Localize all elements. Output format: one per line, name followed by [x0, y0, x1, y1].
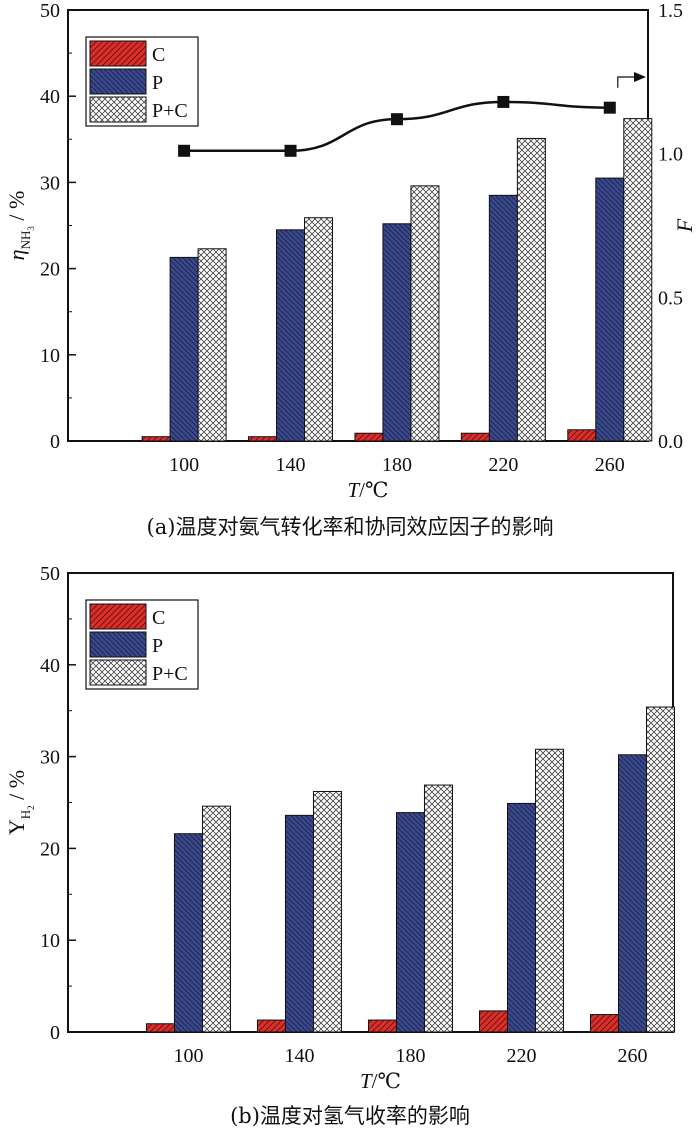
bar-c: [589, 1014, 619, 1033]
legend-swatch-c: [89, 603, 147, 630]
y-axis-label: YH2 / %: [4, 770, 36, 835]
f-series-line: [184, 100, 610, 153]
y-tick-label: 0: [50, 431, 60, 453]
caption-chart-b: (b)温度对氢气收率的影响: [230, 1104, 470, 1128]
bar-p: [395, 812, 425, 1033]
y-axis-label-unit: / %: [4, 770, 29, 805]
x-tick-label: 100: [173, 1045, 203, 1067]
x-axis-label: T/℃: [360, 1069, 401, 1093]
legend-label-c: C: [152, 607, 165, 629]
x-tick-label: 180: [382, 454, 412, 476]
bar-p: [617, 754, 647, 1033]
legend-swatch-p: [89, 631, 147, 658]
bar-c: [248, 436, 278, 442]
legend-swatch-p: [89, 68, 147, 95]
y-tick-label: 10: [40, 345, 60, 367]
chart-b: 0 10 20 30 40 50 100 140 180 220 260 CP P+C T/℃ YH2 / …: [4, 563, 675, 1093]
bar-pc: [197, 248, 227, 442]
bar-pc: [312, 790, 342, 1033]
caption-chart-a: (a)温度对氨气转化率和协同效应因子的影响: [146, 515, 554, 539]
f-series-point: [603, 101, 616, 114]
legend-swatch-pc: [89, 659, 147, 686]
legend-swatch-pc: [89, 96, 147, 123]
y-axis-label-sub: H: [18, 810, 33, 819]
bar-p: [284, 814, 314, 1033]
bar-c: [354, 432, 384, 442]
f-series-point: [390, 113, 403, 126]
y-tick-label: 40: [40, 655, 60, 677]
y-tick-label: 20: [40, 259, 60, 281]
bar-pc: [410, 185, 440, 442]
bar-c: [567, 429, 597, 442]
y-tick-label: 0: [50, 1022, 60, 1044]
axis-arrow-head: [634, 72, 646, 82]
y-tick-label: 20: [40, 838, 60, 860]
x-tick-label: 220: [488, 454, 518, 476]
y-axis-label-symbol: Y: [4, 819, 29, 835]
bar-c: [256, 1019, 286, 1033]
y-tick-label: 50: [40, 0, 60, 22]
legend-label-p: P: [152, 72, 163, 94]
bar-c: [460, 432, 490, 442]
y-tick-label: 30: [40, 172, 60, 194]
bar-pc: [645, 706, 675, 1033]
x-axis-label: T/℃: [347, 478, 388, 502]
x-tick-label: 220: [506, 1045, 536, 1067]
legend-label-pc: P+C: [152, 100, 188, 122]
y-tick-label: 10: [40, 930, 60, 952]
bar-c: [141, 436, 171, 442]
x-axis-label-unit: /℃: [372, 1069, 401, 1093]
y-axis-label-subsub: 2: [26, 805, 36, 810]
chart-a: 0 10 20 30 40 50 0.0 0.5 1.0 1.5 F 100 140 180 220 260 C…: [4, 0, 697, 502]
f-series-point: [497, 95, 510, 108]
x-tick-label: 140: [276, 454, 306, 476]
y-tick-label: 30: [40, 747, 60, 769]
bar-pc: [516, 137, 546, 442]
bar-c: [145, 1023, 175, 1033]
y-tick-label: 50: [40, 563, 60, 585]
x-axis-label-var: T: [347, 478, 360, 502]
x-axis-label-var: T: [360, 1069, 373, 1093]
y-axis-label-unit: / %: [4, 191, 29, 226]
bar-p: [488, 194, 518, 442]
y-axis-label: ηNH3 / %: [4, 191, 36, 261]
y-tick-label: 40: [40, 86, 60, 108]
y2-tick-label: 0.0: [658, 431, 683, 453]
x-tick-label: 260: [595, 454, 625, 476]
f-series-point: [284, 144, 297, 157]
legend-swatch-c: [89, 40, 147, 67]
bar-c: [478, 1010, 508, 1033]
bar-p: [276, 229, 306, 442]
legend-label-p: P: [152, 635, 163, 657]
f-series-point: [178, 144, 191, 157]
bar-p: [169, 256, 199, 442]
y2-tick-label: 0.5: [658, 287, 683, 309]
bar-pc: [423, 784, 453, 1033]
bar-p: [595, 177, 625, 442]
bar-pc: [534, 748, 564, 1033]
legend-label-pc: P+C: [152, 663, 188, 685]
bar-p: [382, 223, 412, 442]
y-axis-label-symbol: η: [4, 249, 29, 260]
bar-c: [367, 1019, 397, 1033]
bar-p: [506, 802, 536, 1033]
y-axis-label-sub: NH: [18, 231, 33, 250]
legend-label-c: C: [152, 44, 165, 66]
bar-pc: [623, 118, 653, 442]
bar-pc: [304, 217, 334, 442]
y2-tick-label: 1.5: [658, 0, 683, 22]
x-tick-label: 140: [284, 1045, 314, 1067]
y2-tick-label: 1.0: [658, 144, 683, 166]
bar-p: [173, 833, 203, 1033]
y2-axis-label: F: [672, 218, 697, 233]
axis-arrow-line: [617, 76, 634, 88]
x-axis-label-unit: /℃: [359, 478, 388, 502]
y-axis-label-subsub: 3: [26, 226, 36, 231]
x-tick-label: 100: [169, 454, 199, 476]
x-tick-label: 260: [617, 1045, 647, 1067]
bar-pc: [201, 805, 231, 1033]
x-tick-label: 180: [395, 1045, 425, 1067]
